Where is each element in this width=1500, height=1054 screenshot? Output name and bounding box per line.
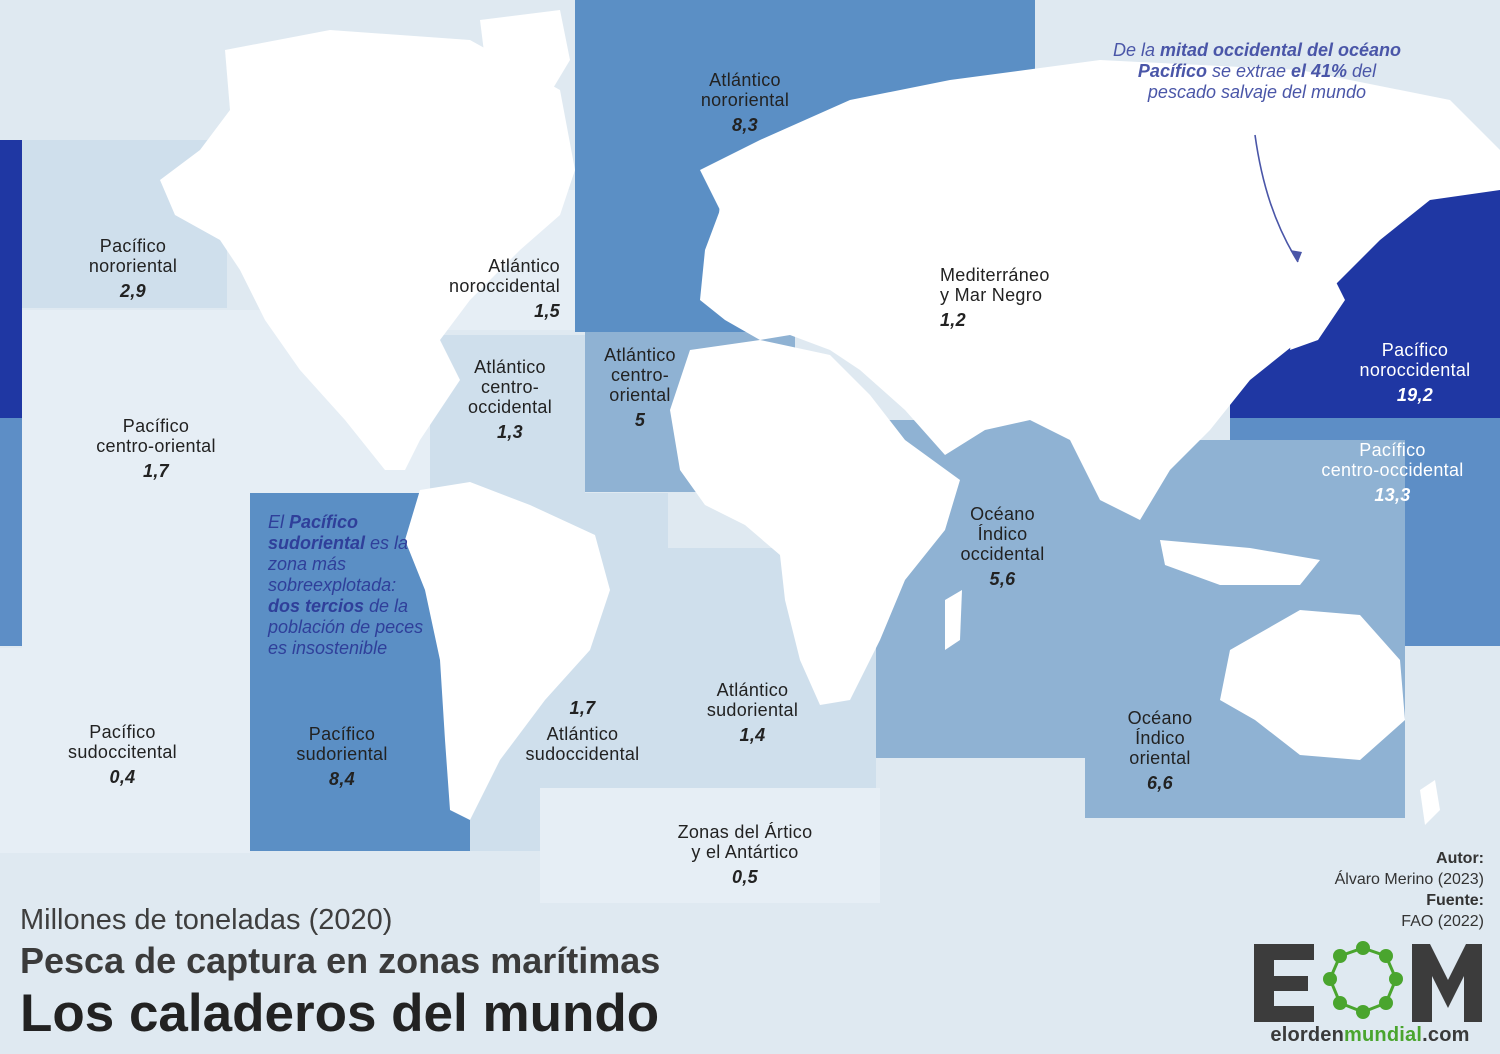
zone-atlantico-centro-occidental-area — [430, 335, 585, 495]
zone-name: Océano Índico occidental — [960, 504, 1045, 564]
zone-label-pacifico-centro-occidental: Pacífico centro-occidental 13,3 — [1295, 440, 1490, 505]
note-text: del pescado salvaje del mundo — [1147, 61, 1377, 102]
zone-value: 1,5 — [534, 301, 560, 321]
logo-letter-o — [1323, 941, 1403, 1019]
annotation-southeast-pacific: El Pacífico sudoriental es la zona más s… — [268, 512, 433, 659]
zone-label-atlantico-noroccidental: Atlántico noroccidental 1,5 — [410, 256, 560, 321]
zone-label-pacifico-sudoccidental: Pacífico sudoccitental 0,4 — [45, 722, 200, 787]
zone-value: 1,3 — [497, 422, 523, 442]
zone-value: 8,4 — [329, 769, 355, 789]
zone-label-indico-oriental: Océano Índico oriental 6,6 — [1105, 708, 1215, 793]
zone-value: 1,2 — [940, 310, 966, 330]
zone-label-pacifico-noroccidental: Pacífico noroccidental 19,2 — [1340, 340, 1490, 405]
zone-name: Mediterráneo y Mar Negro — [940, 265, 1050, 305]
site-part: .com — [1422, 1024, 1470, 1046]
note-text: es la zona más sobreexplotada: — [268, 533, 409, 595]
annotation-northwest-pacific: De la mitad occidental del océano Pacífi… — [1112, 40, 1402, 103]
new-zealand-shape — [1420, 780, 1440, 825]
australia-shape — [1220, 610, 1405, 760]
author-label: Autor: — [1436, 850, 1484, 867]
zone-label-indico-occidental: Océano Índico occidental 5,6 — [940, 504, 1065, 589]
site-part: elorden — [1270, 1024, 1345, 1046]
zone-name: Atlántico sudoccidental — [525, 724, 640, 764]
zone-name: Pacífico noroccidental — [1359, 340, 1471, 380]
note-bold: dos tercios — [268, 596, 365, 616]
logo-letter-e — [1254, 944, 1314, 1022]
annotation-arrow — [1254, 134, 1299, 263]
zone-value: 0,5 — [732, 867, 758, 887]
title-block: Millones de toneladas (2020) Pesca de ca… — [20, 902, 660, 1044]
zone-name: Atlántico centro- occidental — [467, 357, 553, 417]
source-label: Fuente: — [1426, 892, 1484, 909]
greenland-shape — [480, 10, 570, 110]
zone-value: 8,3 — [732, 115, 758, 135]
zone-label-atlantico-sudoriental: Atlántico sudoriental 1,4 — [690, 680, 815, 745]
logo-website: elordenmundial.com — [1250, 1024, 1490, 1047]
zone-value: 1,7 — [143, 461, 169, 481]
credits: Autor: Álvaro Merino (2023) Fuente: FAO … — [1335, 848, 1484, 932]
zone-name: Atlántico noroccidental — [449, 256, 560, 296]
zone-label-atlantico-nororiental: Atlántico nororiental 8,3 — [670, 70, 820, 135]
units-label: Millones de toneladas (2020) — [20, 904, 393, 936]
zone-label-atlantico-centro-oriental: Atlántico centro- oriental 5 — [580, 345, 700, 430]
note-text: De la — [1112, 40, 1160, 60]
zone-name: Pacífico centro-oriental — [96, 416, 216, 456]
logo-letter-o-links — [1328, 946, 1398, 1014]
annotation-arrowhead — [1290, 250, 1302, 262]
zone-name: Pacífico sudoriental — [296, 724, 388, 764]
eurasia-shape — [700, 60, 1500, 520]
source-value: FAO (2022) — [1401, 913, 1484, 930]
map-title: Los caladeros del mundo — [20, 984, 660, 1043]
uk-shape — [718, 195, 748, 250]
note-text: de la población de peces es insostenible — [268, 596, 424, 658]
japan-shape — [1290, 270, 1345, 350]
zone-value: 1,4 — [739, 725, 766, 745]
zone-value: 19,2 — [1396, 385, 1434, 405]
zone-pacifico-sudoccidental-area — [0, 648, 250, 853]
madagascar-shape — [945, 590, 962, 650]
north-america-shape — [160, 30, 575, 470]
note-bold: el 41% — [1291, 61, 1348, 81]
africa-shape — [670, 340, 960, 705]
zone-artico-antartico-area — [540, 788, 880, 903]
map-subtitle: Pesca de captura en zonas marítimas — [20, 940, 661, 981]
zone-value: 0,4 — [109, 767, 136, 787]
zone-label-pacifico-nororiental: Pacífico nororiental 2,9 — [58, 236, 208, 301]
zone-pacifico-noroccidental-strip — [0, 140, 22, 418]
zone-name: Atlántico nororiental — [700, 70, 790, 110]
note-bold: Pacífico sudoriental — [268, 512, 366, 553]
note-text: se extrae — [1206, 61, 1291, 81]
south-america-shape — [405, 482, 610, 820]
zone-value: 6,6 — [1147, 773, 1173, 793]
zone-label-artico-antartico: Zonas del Ártico y el Antártico 0,5 — [655, 822, 835, 887]
zone-value: 1,7 — [569, 698, 596, 718]
zone-value: 5,6 — [989, 569, 1016, 589]
zone-label-pacifico-sudoriental: Pacífico sudoriental 8,4 — [272, 724, 412, 789]
indonesia-shape — [1160, 540, 1320, 585]
note-text: El — [268, 512, 290, 532]
zone-name: Pacífico nororiental — [88, 236, 178, 276]
logo-letter-m — [1412, 944, 1482, 1022]
zone-label-pacifico-centro-oriental: Pacífico centro-oriental 1,7 — [70, 416, 242, 481]
zone-name: Pacífico sudoccitental — [68, 722, 177, 762]
eom-logo — [1254, 941, 1482, 1022]
zone-name: Atlántico centro- oriental — [604, 345, 676, 405]
zone-name: Atlántico sudoriental — [706, 680, 799, 720]
author-value: Álvaro Merino (2023) — [1334, 871, 1484, 888]
zone-label-mediterraneo: Mediterráneo y Mar Negro 1,2 — [940, 265, 1100, 330]
zone-name: Pacífico centro-occidental — [1321, 440, 1464, 480]
zone-value: 5 — [634, 410, 646, 430]
note-bold: mitad occidental del océano Pacífico — [1137, 40, 1402, 81]
site-part-accent: mundial — [1344, 1024, 1423, 1046]
zone-label-atlantico-centro-occidental: Atlántico centro- occidental 1,3 — [440, 357, 580, 442]
zone-label-atlantico-sudoccidental: 1,7 Atlántico sudoccidental — [505, 698, 660, 764]
land-masses — [160, 10, 1500, 825]
zone-value: 13,3 — [1374, 485, 1411, 505]
zone-pacifico-centro-occidental-strip — [0, 418, 22, 646]
zone-name: Océano Índico oriental — [1127, 708, 1193, 768]
zone-name: Zonas del Ártico y el Antártico — [677, 822, 813, 862]
zone-value: 2,9 — [120, 281, 146, 301]
